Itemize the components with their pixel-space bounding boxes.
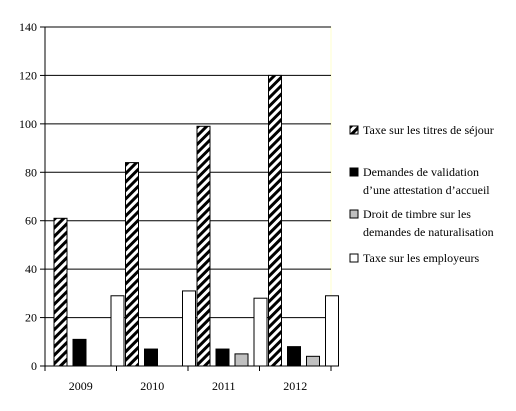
legend-label: Droit de timbre sur les — [363, 207, 471, 221]
bar-2012-series-1 — [268, 74, 282, 367]
legend-swatch — [349, 125, 359, 135]
y-tick-label: 20 — [25, 311, 37, 325]
y-axis-ticks: 0 20 40 60 80 100 120 140 — [19, 20, 45, 373]
bar-2011-series-3 — [234, 353, 249, 367]
bar-2009-series-4 — [110, 295, 125, 367]
legend-label: d’une attestation d’accueil — [363, 183, 490, 197]
legend-swatch — [349, 209, 359, 219]
x-axis-ticks: 2009 2010 2011 2012 — [44, 366, 332, 393]
bar-2010-series-1 — [125, 162, 139, 367]
y-tick-label: 40 — [25, 262, 37, 276]
legend-label: Taxe sur les titres de séjour — [363, 123, 494, 137]
y-tick-label: 0 — [31, 359, 37, 373]
bar-2012-series-2 — [287, 346, 301, 367]
legend-label: Taxe sur les employeurs — [363, 251, 479, 265]
legend-swatch — [349, 167, 359, 177]
y-tick-label: 140 — [19, 20, 37, 34]
legend-label: Demandes de validation — [363, 165, 479, 179]
bar-2009-series-2 — [72, 338, 87, 367]
x-tick-label: 2012 — [283, 379, 307, 393]
y-tick-label: 60 — [25, 214, 37, 228]
legend-swatch — [349, 253, 359, 263]
grid-lines — [45, 26, 331, 319]
bars — [53, 74, 339, 367]
bar-2012-series-4 — [325, 295, 339, 367]
x-tick-label: 2010 — [140, 379, 164, 393]
legend-label: demandes de naturalisation — [363, 225, 494, 239]
y-tick-label: 100 — [19, 117, 37, 131]
bar-2011-series-4 — [253, 297, 268, 367]
bar-2012-series-3 — [306, 355, 320, 367]
x-tick-label: 2009 — [69, 379, 93, 393]
bar-2011-series-1 — [196, 125, 211, 367]
y-tick-label: 80 — [25, 165, 37, 179]
bar-2010-series-2 — [144, 348, 158, 367]
bar-2010-series-4 — [182, 290, 196, 367]
legend: Taxe sur les titres de séjour Demandes de… — [349, 123, 494, 265]
bar-2011-series-2 — [215, 348, 230, 367]
x-tick-label: 2011 — [212, 379, 236, 393]
y-tick-label: 120 — [19, 68, 37, 82]
bar-2009-series-1 — [53, 217, 68, 367]
